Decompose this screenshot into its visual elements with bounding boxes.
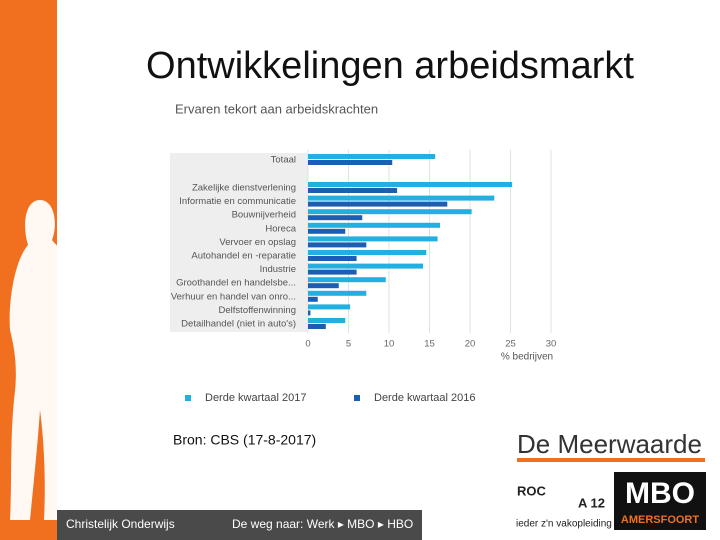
x-axis-label: % bedrijven bbox=[501, 352, 553, 363]
bar bbox=[308, 195, 495, 201]
bar bbox=[308, 215, 363, 221]
logo-city: AMERSFOORT bbox=[621, 514, 700, 526]
y-tick-label: Autohandel en -reparatie bbox=[191, 251, 296, 262]
legend-label: Derde kwartaal 2016 bbox=[374, 392, 476, 404]
bar bbox=[308, 250, 427, 255]
y-tick-label: Verhuur en handel van onro... bbox=[171, 291, 296, 302]
footer-bar bbox=[57, 510, 422, 540]
y-tick-label: Informatie en communicatie bbox=[179, 196, 296, 207]
bar bbox=[308, 236, 438, 242]
chart-title: Ervaren tekort aan arbeidskrachten bbox=[175, 101, 378, 116]
logo-tagline: ieder z'n vakopleiding bbox=[516, 519, 612, 530]
bar bbox=[308, 296, 318, 302]
bar bbox=[308, 318, 346, 323]
bar bbox=[308, 209, 472, 215]
x-tick-label: 10 bbox=[384, 339, 395, 350]
y-tick-label: Bouwnijverheid bbox=[232, 210, 296, 221]
bar bbox=[308, 188, 398, 193]
x-tick-label: 5 bbox=[346, 339, 351, 350]
bar bbox=[308, 263, 424, 269]
legend-label: Derde kwartaal 2017 bbox=[205, 392, 307, 404]
legend-swatch bbox=[185, 395, 191, 401]
bar bbox=[308, 256, 357, 261]
x-tick-label: 0 bbox=[305, 339, 310, 350]
logo-mbo: MBO bbox=[625, 477, 695, 510]
bar bbox=[308, 324, 326, 329]
bar bbox=[308, 222, 441, 228]
logo-a12: A 12 bbox=[578, 495, 605, 510]
label-panel bbox=[170, 153, 308, 332]
y-tick-label: Zakelijke dienstverlening bbox=[192, 183, 296, 194]
x-tick-label: 15 bbox=[424, 339, 435, 350]
bar bbox=[308, 228, 346, 234]
bar bbox=[308, 182, 513, 187]
x-tick-label: 30 bbox=[546, 339, 557, 350]
x-tick-label: 25 bbox=[505, 339, 516, 350]
y-tick-label: Delfstoffenwinning bbox=[219, 305, 296, 316]
logo-roc: ROC bbox=[517, 483, 547, 498]
bar bbox=[308, 283, 339, 289]
bar bbox=[308, 160, 393, 165]
bar bbox=[308, 201, 448, 207]
footer-left: Christelijk Onderwijs bbox=[66, 517, 175, 531]
y-tick-label: Industrie bbox=[260, 264, 296, 275]
logo-mbo-box bbox=[614, 472, 706, 530]
bar bbox=[308, 154, 436, 159]
y-tick-label: Totaal bbox=[271, 155, 296, 166]
bar bbox=[308, 290, 367, 296]
y-tick-label: Detailhandel (niet in auto's) bbox=[181, 319, 296, 330]
logo-meerwaarde: De Meerwaarde bbox=[517, 429, 702, 459]
source: Bron: CBS (17-8-2017) bbox=[173, 432, 316, 448]
x-tick-label: 20 bbox=[465, 339, 476, 350]
silhouette bbox=[9, 200, 73, 520]
slide-title: Ontwikkelingen arbeidsmarkt bbox=[146, 45, 634, 87]
legend-swatch bbox=[354, 395, 360, 401]
bar bbox=[308, 277, 386, 283]
bar bbox=[308, 310, 311, 316]
y-tick-label: Vervoer en opslag bbox=[219, 237, 296, 248]
bar bbox=[308, 269, 357, 275]
footer-right: De weg naar: Werk ▸ MBO ▸ HBO bbox=[232, 517, 413, 531]
bar bbox=[308, 242, 367, 248]
y-tick-label: Horeca bbox=[265, 223, 296, 234]
y-tick-label: Groothandel en handelsbe... bbox=[176, 278, 296, 289]
logo-underline bbox=[517, 458, 705, 462]
bar bbox=[308, 304, 351, 310]
